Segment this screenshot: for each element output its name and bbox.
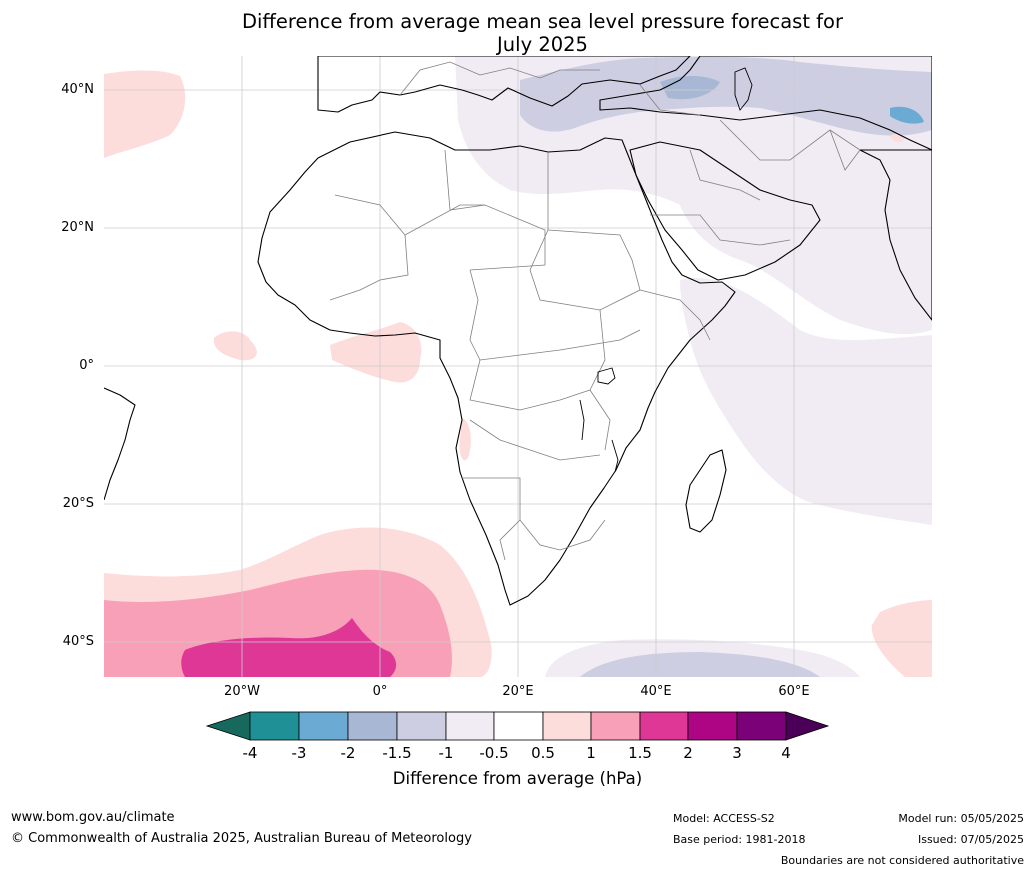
colorbar-segment-7 bbox=[542, 711, 592, 741]
colorbar-tick: 2 bbox=[683, 744, 693, 762]
colorbar-segment-11 bbox=[736, 711, 787, 741]
anomaly-caspian-blue bbox=[660, 76, 720, 100]
anomaly-south-indian-blue bbox=[580, 652, 820, 677]
colorbar-tick: 0.5 bbox=[531, 744, 555, 762]
map-area bbox=[104, 56, 932, 677]
title-line-1: Difference from average mean sea level p… bbox=[242, 10, 843, 33]
boundaries-disclaimer: Boundaries are not considered authoritat… bbox=[780, 854, 1024, 867]
colorbar-segment-10 bbox=[687, 711, 738, 741]
lon-label-60e: 60°E bbox=[778, 684, 810, 699]
anomaly-west-atlantic-pink bbox=[213, 331, 257, 361]
issued-date: Issued: 07/05/2025 bbox=[917, 833, 1024, 846]
lat-label-20n: 20°N bbox=[61, 220, 94, 235]
lake-tanganyika bbox=[579, 399, 585, 441]
base-period: Base period: 1981-2018 bbox=[673, 833, 806, 846]
colorbar-segment-1 bbox=[249, 711, 300, 741]
lat-label-equator: 0° bbox=[79, 358, 94, 373]
colorbar-tick: 1.5 bbox=[628, 744, 652, 762]
colorbar-title: Difference from average (hPa) bbox=[392, 769, 643, 788]
colorbar-extend-low bbox=[205, 711, 251, 741]
colorbar-tick: 1 bbox=[586, 744, 596, 762]
lon-label-20w: 20°W bbox=[224, 684, 260, 699]
title-line-2: July 2025 bbox=[497, 33, 588, 56]
colorbar-tick: -3 bbox=[291, 744, 307, 762]
colorbar-tick: -0.5 bbox=[479, 744, 509, 762]
copyright-text: © Commonwealth of Australia 2025, Austra… bbox=[11, 831, 472, 846]
colorbar-segment-4 bbox=[396, 711, 447, 741]
lon-label-0: 0° bbox=[372, 684, 388, 699]
colorbar-segment-9 bbox=[639, 711, 689, 741]
lat-label-40s: 40°S bbox=[62, 634, 94, 649]
gridlines bbox=[104, 56, 932, 677]
lon-label-40e: 40°E bbox=[640, 684, 672, 699]
colorbar-segment-3 bbox=[347, 711, 398, 741]
anomaly-gulf-guinea-pink bbox=[330, 322, 422, 383]
lat-label-40n: 40°N bbox=[61, 82, 94, 97]
colorbar bbox=[205, 711, 830, 741]
model-run-date: Model run: 05/05/2025 bbox=[898, 812, 1024, 825]
anomaly-mediterranean-blue bbox=[520, 56, 932, 136]
anomaly-south-atlantic-magenta bbox=[181, 618, 397, 677]
colorbar-segment-2 bbox=[298, 711, 349, 741]
south-america-coastline bbox=[104, 387, 136, 501]
colorbar-tick: 4 bbox=[781, 744, 791, 762]
lat-label-20s: 20°S bbox=[62, 496, 94, 511]
lakes bbox=[579, 67, 753, 473]
madagascar-coastline bbox=[685, 449, 727, 533]
lake-malawi bbox=[611, 439, 619, 473]
caspian-sea bbox=[734, 67, 753, 111]
colorbar-tick: -1.5 bbox=[382, 744, 412, 762]
arabia-coastline bbox=[629, 141, 821, 281]
website-link[interactable]: www.bom.gov.au/climate bbox=[11, 810, 175, 825]
anomaly-indian-lavender bbox=[680, 278, 932, 525]
colorbar-segment-8 bbox=[590, 711, 641, 741]
africa-coastline bbox=[257, 131, 736, 606]
country-borders bbox=[329, 61, 861, 561]
anomaly-gujarat-pink bbox=[890, 133, 904, 143]
colorbar-segment-5 bbox=[445, 711, 495, 741]
anomaly-north-atlantic-pink bbox=[104, 70, 186, 158]
europe-coastline bbox=[317, 56, 691, 113]
colorbar-extend-high bbox=[785, 711, 830, 741]
anomaly-himalaya-blue bbox=[890, 106, 924, 124]
colorbar-tick: -1 bbox=[438, 744, 454, 762]
chart-title: Difference from average mean sea level p… bbox=[0, 10, 1035, 56]
colorbar-segment-6 bbox=[493, 711, 544, 741]
lon-label-20e: 20°E bbox=[502, 684, 534, 699]
colorbar-tick: -2 bbox=[340, 744, 356, 762]
colorbar-tick: 3 bbox=[732, 744, 742, 762]
india-coastline bbox=[859, 149, 932, 321]
lake-victoria bbox=[597, 367, 616, 385]
anomaly-angola-pink bbox=[459, 418, 471, 461]
anomaly-south-indian-pink bbox=[871, 600, 932, 677]
model-name: Model: ACCESS-S2 bbox=[673, 812, 775, 825]
colorbar-tick: -4 bbox=[242, 744, 258, 762]
